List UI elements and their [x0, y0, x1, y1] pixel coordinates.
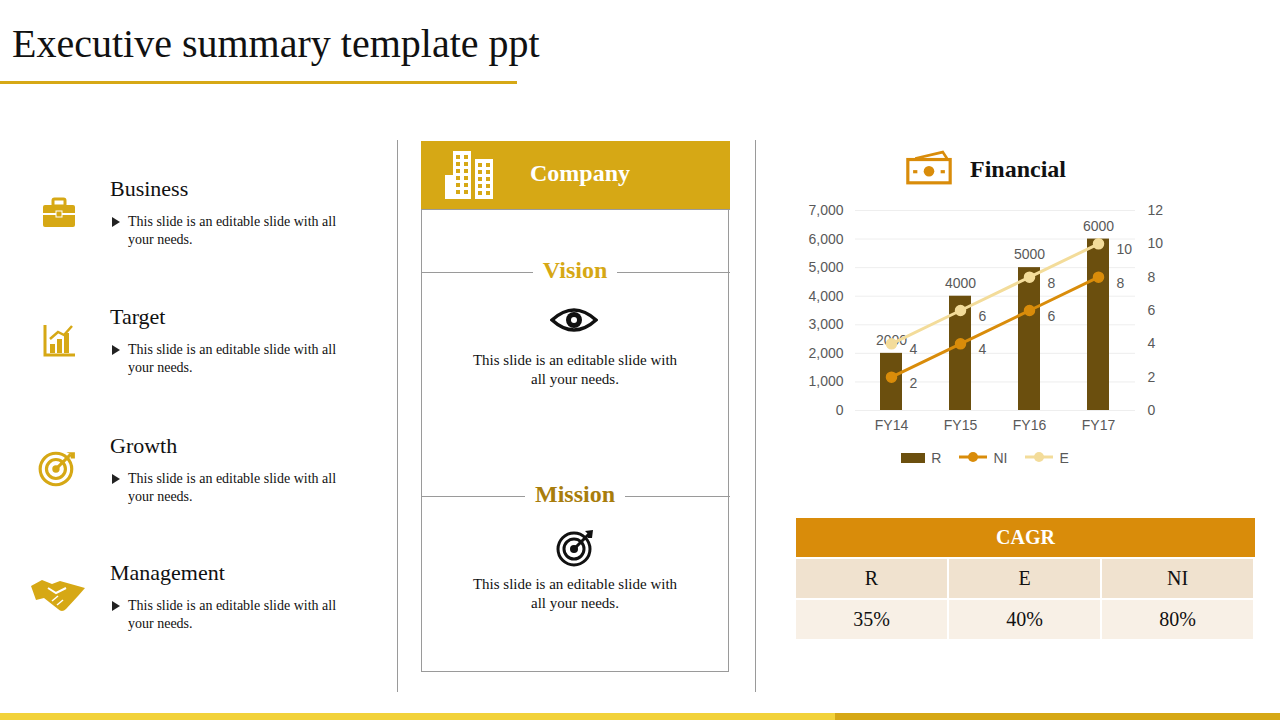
svg-text:12: 12 [1148, 202, 1164, 218]
svg-text:6000: 6000 [1083, 218, 1114, 234]
svg-text:6: 6 [1148, 302, 1156, 318]
svg-text:FY16: FY16 [1013, 417, 1047, 433]
svg-text:5,000: 5,000 [808, 259, 843, 275]
svg-text:3,000: 3,000 [808, 316, 843, 332]
html-text:40%: 40% [1006, 608, 1043, 630]
html-text:Mission: Mission [535, 481, 615, 507]
html-text:Company: Company [530, 160, 630, 186]
html-text:Business: Business [110, 176, 189, 201]
svg-text:10: 10 [1148, 235, 1164, 251]
svg-text:6: 6 [979, 308, 987, 324]
svg-text:6,000: 6,000 [808, 231, 843, 247]
html-text:Financial: Financial [970, 156, 1066, 182]
html-text:This slide is an editable slid: This slide is an editable slide with all… [472, 576, 678, 611]
html-text:This slide is an editable slid: This slide is an editable slide with all… [128, 598, 336, 631]
html-text:Executive summary template ppt: Executive summary template ppt [12, 21, 540, 66]
html-text:This slide is an editable slid: This slide is an editable slide with all… [128, 342, 336, 375]
svg-text:4000: 4000 [945, 275, 976, 291]
svg-text:6: 6 [1048, 308, 1056, 324]
html-text:This slide is an editable slid: This slide is an editable slide with all… [128, 214, 336, 247]
svg-text:2: 2 [910, 375, 918, 391]
html-text:Management: Management [110, 560, 225, 585]
html-text:80%: 80% [1159, 608, 1196, 630]
html-text:Target: Target [110, 304, 166, 329]
svg-text:1,000: 1,000 [808, 373, 843, 389]
svg-text:4: 4 [1148, 335, 1156, 351]
html-text:35%: 35% [853, 608, 890, 630]
html-text:CAGR: CAGR [996, 526, 1055, 548]
svg-text:2: 2 [1148, 369, 1156, 385]
svg-text:2000: 2000 [875, 331, 908, 348]
html-text:E: E [1059, 450, 1069, 466]
html-text:R: R [864, 567, 879, 589]
svg-text:0: 0 [836, 402, 844, 418]
html-text:Growth: Growth [110, 433, 178, 458]
svg-text:5000: 5000 [1014, 246, 1045, 262]
svg-text:7,000: 7,000 [808, 202, 843, 218]
svg-text:FY17: FY17 [1082, 417, 1116, 433]
svg-text:10: 10 [1117, 241, 1133, 257]
svg-text:8: 8 [1117, 275, 1125, 291]
svg-text:4,000: 4,000 [808, 288, 843, 304]
html-text:R: R [931, 450, 942, 466]
svg-text:8: 8 [1048, 275, 1056, 291]
html-text:NI: NI [993, 450, 1008, 466]
svg-text:FY15: FY15 [944, 417, 978, 433]
html-text:Vision: Vision [542, 257, 608, 283]
html-text:E: E [1018, 567, 1031, 589]
svg-text:4: 4 [910, 341, 918, 357]
svg-text:2,000: 2,000 [808, 345, 843, 361]
html-text:This slide is an editable slid: This slide is an editable slide with all… [472, 352, 678, 387]
html-text:This slide is an editable slid: This slide is an editable slide with all… [128, 471, 336, 504]
svg-text:FY14: FY14 [875, 417, 909, 433]
html-text:NI: NI [1166, 567, 1188, 589]
svg-text:0: 0 [1148, 402, 1156, 418]
svg-text:4: 4 [979, 341, 987, 357]
svg-text:8: 8 [1148, 269, 1156, 285]
